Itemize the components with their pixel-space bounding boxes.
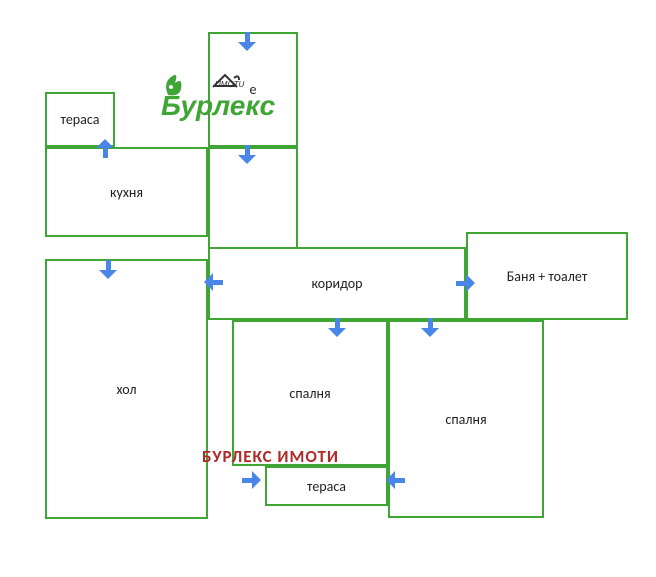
room-label: коридор bbox=[311, 275, 362, 292]
room-kuxnya: кухня bbox=[45, 147, 208, 237]
room-corridor_h: коридор bbox=[208, 247, 466, 320]
logo-brand: Бурлекс bbox=[161, 90, 276, 121]
room-terasa_bot: тераса bbox=[265, 466, 388, 506]
room-label: тераса bbox=[307, 478, 346, 495]
logo-tag: UMOTU bbox=[215, 80, 245, 89]
burleks-logo: UMOTUБурлекс bbox=[153, 65, 303, 129]
room-label: хол bbox=[116, 381, 136, 398]
room-label: тераса bbox=[61, 111, 100, 128]
room-label: кухня bbox=[110, 184, 143, 201]
watermark-text: БУРЛЕКС ИМОТИ bbox=[202, 446, 339, 467]
room-hol: хол bbox=[45, 259, 208, 519]
room-bedroom1: спалня bbox=[232, 320, 388, 466]
room-bedroom2: спалня bbox=[388, 320, 544, 518]
room-bath: Баня + тоалет bbox=[466, 232, 628, 320]
room-label: Баня + тоалет bbox=[507, 268, 588, 285]
room-label: спалня bbox=[289, 385, 330, 402]
room-label: спалня bbox=[445, 411, 486, 428]
